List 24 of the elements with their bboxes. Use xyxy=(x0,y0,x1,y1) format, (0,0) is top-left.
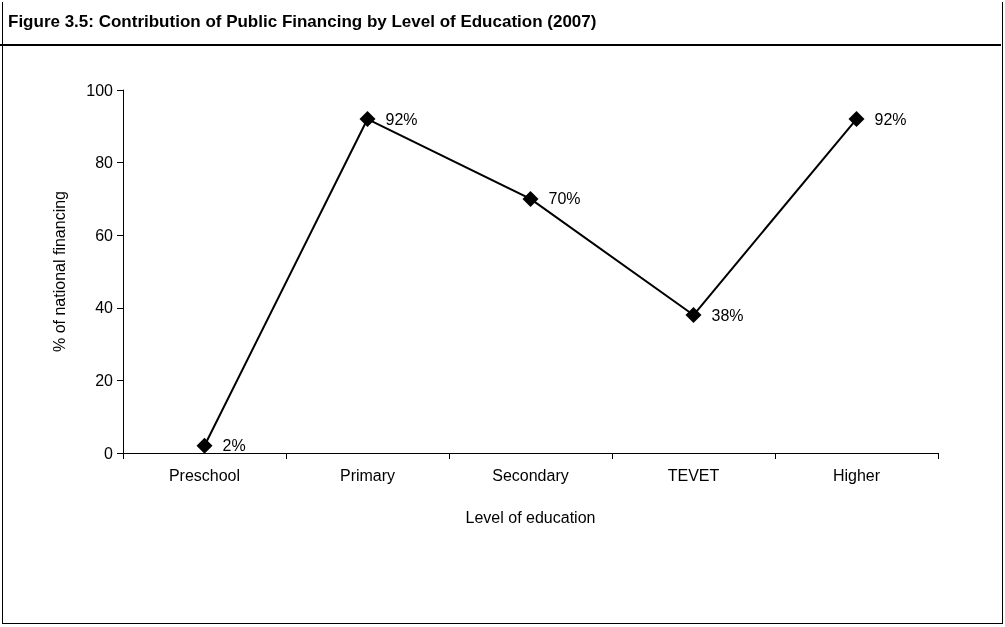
point xyxy=(522,190,539,207)
point xyxy=(848,111,865,128)
x-tick-label: Preschool xyxy=(168,466,241,484)
y-tick-label: 0 xyxy=(104,444,114,462)
y-tick-label: 80 xyxy=(95,154,114,172)
y-tick-label: 100 xyxy=(86,81,114,99)
data-label: 92% xyxy=(385,110,418,128)
x-tick-label: TEVET xyxy=(667,466,720,484)
data-label: 92% xyxy=(874,110,907,128)
point xyxy=(196,437,213,454)
data-label: 38% xyxy=(711,306,744,324)
y-tick-label: 60 xyxy=(95,226,114,244)
x-tick-label: Secondary xyxy=(492,466,569,484)
y-axis-title: % of national financing xyxy=(50,191,68,352)
x-tick-label: Higher xyxy=(832,466,881,484)
data-label: 2% xyxy=(222,437,246,455)
chart-title: Figure 3.5: Contribution of Public Financing by Level of Education (2007) xyxy=(8,12,597,32)
y-tick-label: 20 xyxy=(95,371,114,389)
point xyxy=(359,111,376,128)
y-tick-label: 40 xyxy=(95,299,114,317)
x-axis-title: Level of education xyxy=(465,508,596,526)
x-tick-label: Primary xyxy=(339,466,396,484)
point xyxy=(685,307,702,324)
data-label: 70% xyxy=(548,190,581,208)
